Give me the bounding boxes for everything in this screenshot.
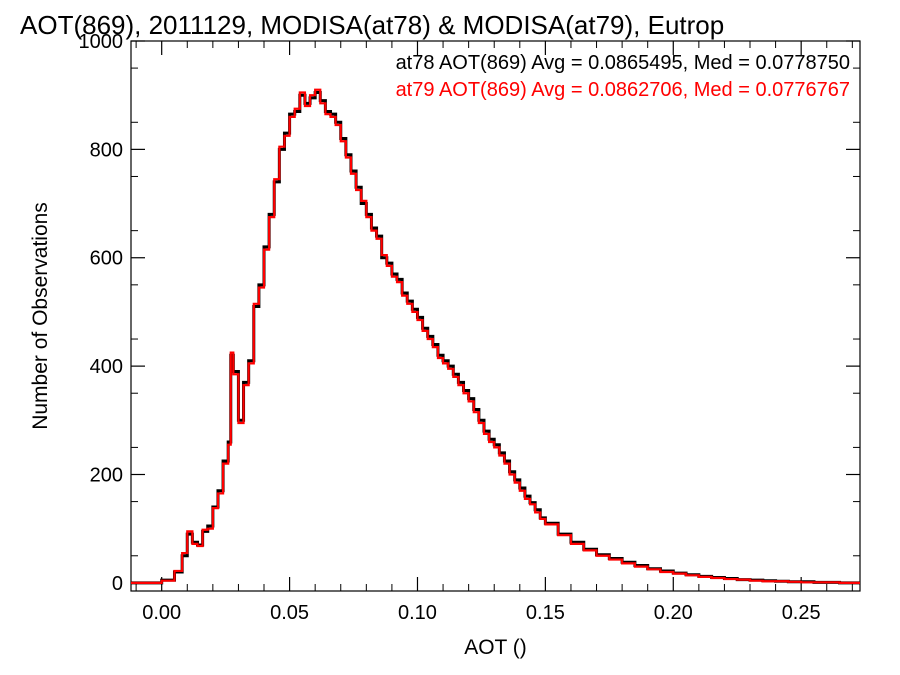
x-tick-label: 0.25 — [782, 602, 821, 624]
series-line-at79 — [131, 88, 860, 584]
annotation-at78: at78 AOT(869) Avg = 0.0865495, Med = 0.0… — [396, 52, 850, 74]
x-tick-label: 0.05 — [270, 602, 309, 624]
y-axis-label: Number of Observations — [29, 202, 52, 430]
annotation-at79: at79 AOT(869) Avg = 0.0862706, Med = 0.0… — [396, 79, 850, 101]
x-tick-label: 0.10 — [398, 602, 437, 624]
plot-axes: 0.00 0.05 0.10 0.15 0.20 0.25 0 200 400 600 800 100… — [79, 31, 861, 624]
x-tick-label: 0.00 — [142, 602, 181, 624]
y-tick-label: 200 — [90, 464, 123, 486]
y-tick-label: 1000 — [79, 31, 124, 53]
x-tick-label: 0.20 — [654, 602, 693, 624]
series-layer — [131, 88, 860, 585]
plot-frame — [130, 40, 861, 592]
x-tick-label: 0.15 — [526, 602, 565, 624]
y-tick-label: 800 — [90, 139, 123, 161]
series-line-at78 — [131, 90, 860, 585]
y-tick-label: 0 — [112, 573, 123, 595]
y-tick-label: 400 — [90, 356, 123, 378]
y-tick-label: 600 — [90, 248, 123, 270]
x-axis-label: AOT () — [464, 636, 527, 659]
chart-title: AOT(869), 2011129, MODISA(at78) & MODISA… — [20, 10, 724, 40]
